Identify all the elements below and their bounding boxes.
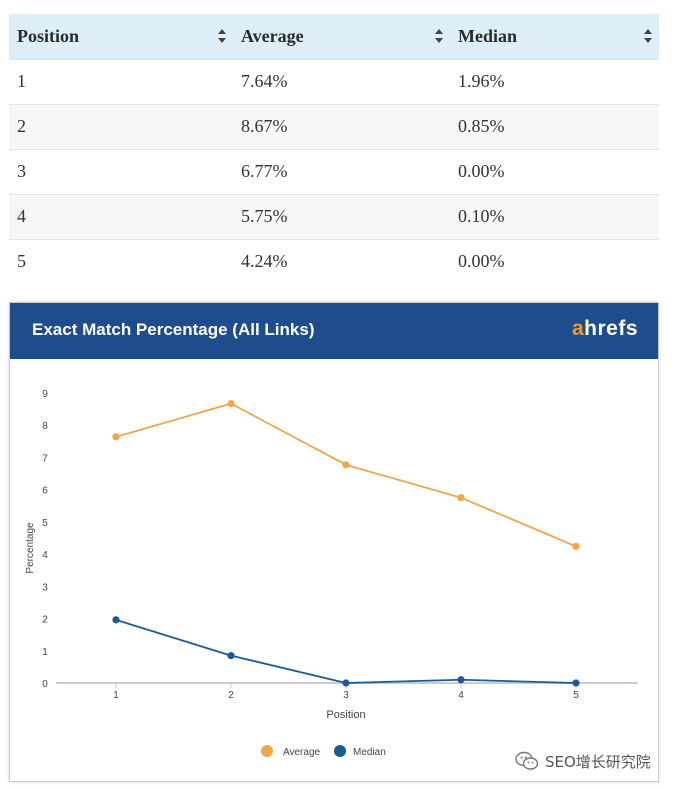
table-row: 3 6.77% 0.00%	[9, 149, 659, 194]
cell-position: 4	[17, 206, 26, 226]
data-point-median[interactable]	[342, 679, 350, 687]
data-point-median[interactable]	[457, 676, 465, 684]
position-stats-table: Position Average Median 1 7.64%	[9, 14, 659, 284]
header-average-label: Average	[241, 25, 304, 46]
y-tick-label: 6	[42, 486, 48, 497]
header-position[interactable]: Position	[9, 14, 233, 59]
x-tick-label: 5	[573, 690, 579, 701]
data-point-average[interactable]	[227, 400, 235, 408]
cell-average: 5.75%	[241, 206, 288, 226]
cell-position: 2	[17, 116, 26, 136]
sort-icon[interactable]	[643, 28, 653, 44]
chart-header: Exact Match Percentage (All Links) ahref…	[10, 303, 658, 359]
brand-logo-rest: hrefs	[584, 317, 638, 340]
data-point-median[interactable]	[112, 616, 120, 624]
header-median-label: Median	[458, 25, 518, 46]
header-average[interactable]: Average	[233, 14, 450, 59]
cell-position: 5	[17, 251, 26, 272]
watermark-text: SEO增长研究院	[545, 752, 651, 771]
cell-median: 0.00%	[458, 161, 505, 181]
x-tick-label: 2	[228, 690, 234, 701]
legend-label-median[interactable]: Median	[353, 747, 386, 758]
cell-median: 0.00%	[458, 251, 505, 272]
legend-marker-average[interactable]	[261, 745, 273, 757]
cell-median: 0.10%	[458, 206, 505, 226]
cell-median: 1.96%	[458, 71, 505, 91]
table-row: 2 8.67% 0.85%	[9, 104, 659, 149]
cell-average: 8.67%	[241, 116, 288, 136]
y-tick-label: 3	[42, 582, 48, 593]
data-point-average[interactable]	[342, 461, 350, 469]
sort-icon[interactable]	[434, 28, 444, 44]
y-axis-title: Percentage	[25, 522, 36, 574]
wechat-icon	[515, 751, 539, 770]
sort-icon[interactable]	[217, 28, 227, 44]
y-tick-label: 4	[42, 550, 48, 561]
brand-logo-accent: a	[571, 317, 585, 340]
table-row: 5 4.24% 0.00%	[9, 239, 659, 284]
table-row: 4 5.75% 0.10%	[9, 194, 659, 239]
chart-title: Exact Match Percentage (All Links)	[32, 320, 315, 339]
legend-label-average[interactable]: Average	[283, 747, 321, 758]
y-tick-label: 8	[42, 421, 48, 432]
legend-marker-median[interactable]	[334, 745, 346, 757]
header-median[interactable]: Median	[450, 14, 659, 59]
cell-average: 4.24%	[241, 251, 288, 272]
table-row: 1 7.64% 1.96%	[9, 59, 659, 104]
y-tick-label: 7	[42, 453, 48, 464]
brand-logo: ahrefs	[572, 317, 638, 341]
table-header-row: Position Average Median	[9, 14, 659, 59]
x-tick-label: 3	[343, 690, 349, 701]
cell-average: 6.77%	[241, 161, 288, 181]
line-chart: 0 1 2 3 4 5 6 7 8 9 1 2 3 4 5 Position Percentage Average…	[25, 389, 638, 758]
data-point-average[interactable]	[572, 542, 580, 550]
data-point-average[interactable]	[112, 433, 120, 441]
cell-position: 3	[17, 161, 26, 181]
series-line-median	[115, 618, 577, 684]
cell-position: 1	[17, 71, 26, 91]
x-tick-label: 1	[113, 690, 119, 701]
data-point-median[interactable]	[227, 652, 235, 660]
y-tick-label: 0	[42, 679, 48, 690]
data-point-median[interactable]	[572, 679, 580, 687]
x-axis-title: Position	[326, 709, 365, 721]
x-tick-label: 4	[458, 690, 464, 701]
data-point-average[interactable]	[457, 494, 465, 502]
y-tick-label: 1	[42, 647, 48, 658]
cell-median: 0.85%	[458, 116, 505, 136]
y-tick-label: 2	[42, 615, 48, 626]
cell-average: 7.64%	[241, 71, 288, 91]
watermark: SEO增长研究院	[515, 749, 651, 773]
y-tick-label: 5	[42, 518, 48, 529]
chart-card: Exact Match Percentage (All Links) ahref…	[9, 302, 659, 782]
header-position-label: Position	[17, 25, 80, 46]
y-tick-label: 9	[42, 389, 48, 400]
series-line-average	[115, 402, 577, 548]
